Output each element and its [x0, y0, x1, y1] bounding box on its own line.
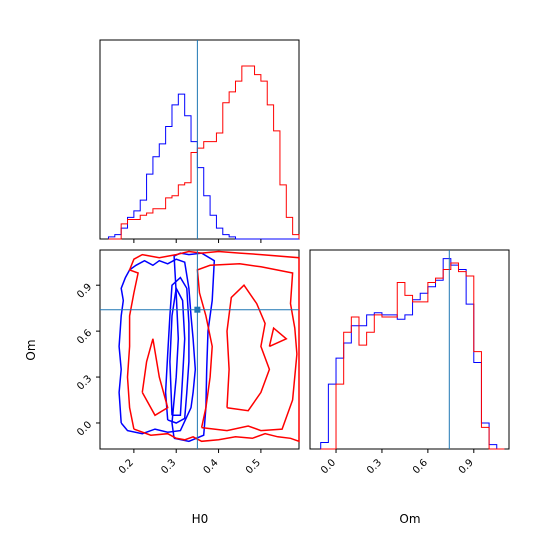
y-axis-label-om: Om	[24, 339, 38, 360]
om-axis-ticks: 0.0 0.3 0.6 0.9	[75, 282, 100, 438]
h0-tick-label-2: 0.4	[202, 457, 221, 476]
truth-marker	[194, 306, 201, 313]
x-axis-label-om: Om	[399, 512, 420, 526]
h0-hist-blue	[107, 93, 299, 240]
h0-histograms	[107, 65, 300, 240]
h0-tick-label-0: 0.2	[117, 457, 136, 476]
om-tick-label-1: 0.3	[75, 374, 94, 393]
panel-hist-om: 0.0 0.3 0.6 0.9	[309, 249, 510, 476]
panel-hist-h0-frame	[99, 39, 300, 240]
contour-red-7	[141, 338, 169, 417]
om-hist-tick-label-0: 0.0	[319, 457, 338, 476]
contour-red-8	[268, 326, 288, 348]
om-hist-blue	[320, 258, 505, 450]
contour-red-5	[196, 263, 298, 432]
h0-tick-label-3: 0.5	[244, 457, 263, 476]
x-axis-label-h0: H0	[192, 512, 209, 526]
om-hist-axis-ticks: 0.0 0.3 0.6 0.9	[319, 449, 476, 476]
om-hist-tick-label-3: 0.9	[457, 457, 476, 476]
contour-blue-1	[164, 276, 190, 424]
h0-tick-label-1: 0.3	[159, 457, 178, 476]
om-hist-tick-label-1: 0.3	[365, 457, 384, 476]
contour-blue-0	[118, 258, 197, 435]
panel-hist-om-frame	[309, 249, 510, 450]
h0-hist-ticks	[133, 239, 262, 243]
om-hist-red	[320, 262, 505, 450]
om-tick-label-3: 0.9	[75, 282, 94, 301]
om-hist-tick-label-2: 0.6	[411, 457, 430, 476]
contour-red-6	[226, 284, 271, 412]
h0-axis-ticks: 0.2 0.3 0.4 0.5	[117, 449, 263, 476]
panel-hist-h0	[99, 39, 300, 243]
contour-red-4	[126, 250, 300, 443]
panel-2d: 0.2 0.3 0.4 0.5 0.0 0.3 0.6 0.9	[75, 249, 300, 476]
h0-hist-red	[108, 65, 300, 240]
om-tick-label-0: 0.0	[75, 419, 94, 438]
contour-blue-2	[169, 285, 186, 417]
contours	[118, 250, 300, 443]
om-histograms	[320, 258, 505, 450]
om-tick-label-2: 0.6	[75, 328, 94, 347]
